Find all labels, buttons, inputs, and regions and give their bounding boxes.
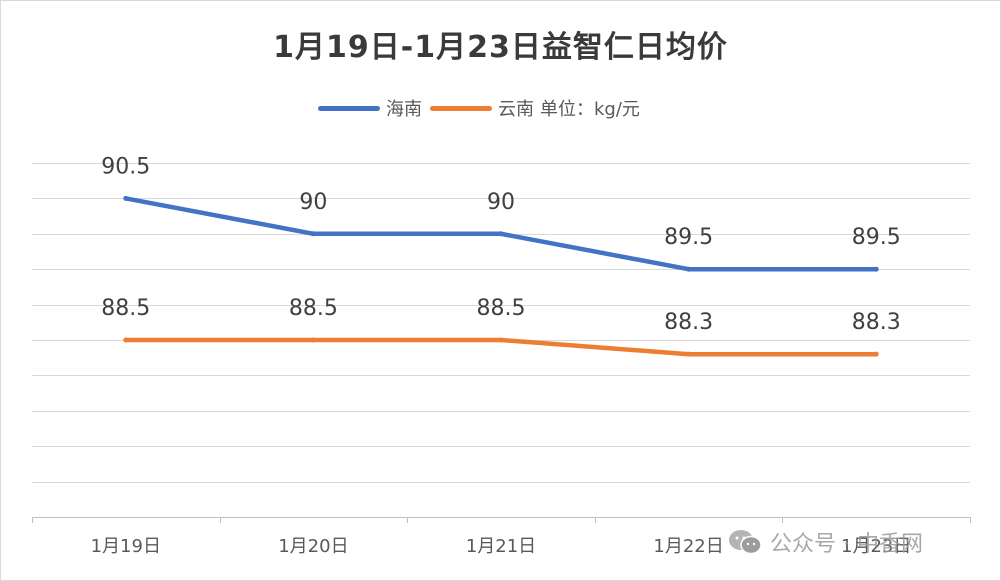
data-label: 88.3 xyxy=(852,310,901,335)
data-point xyxy=(123,337,129,343)
data-label: 88.5 xyxy=(477,296,526,321)
legend-label-yunnan: 云南 xyxy=(498,99,534,120)
legend-item-hainan: 海南 xyxy=(318,95,422,121)
data-label: 88.5 xyxy=(289,296,338,321)
x-tick-label: 1月19日 xyxy=(91,536,161,557)
data-label: 90.5 xyxy=(101,154,150,179)
legend-swatch-hainan xyxy=(318,105,380,111)
chart-title: 1月19日-1月23日益智仁日均价 xyxy=(273,30,728,65)
watermark: 公众号 · 中香网 xyxy=(728,526,923,558)
x-tick-label: 1月20日 xyxy=(278,536,348,557)
data-point xyxy=(686,266,692,272)
data-point xyxy=(873,266,879,272)
watermark-text: 公众号 · 中香网 xyxy=(770,532,923,557)
data-label: 89.5 xyxy=(852,225,901,250)
data-point xyxy=(686,351,692,357)
x-tick-label: 1月23日 xyxy=(841,536,911,557)
data-point xyxy=(123,195,129,201)
data-point xyxy=(310,337,316,343)
data-point xyxy=(310,231,316,237)
data-label: 89.5 xyxy=(664,225,713,250)
x-tick-label: 1月21日 xyxy=(466,536,536,557)
data-point xyxy=(498,231,504,237)
data-label: 88.5 xyxy=(101,296,150,321)
data-point xyxy=(498,337,504,343)
unit-note: 单位：kg/元 xyxy=(540,99,640,120)
data-label: 88.3 xyxy=(664,310,713,335)
legend-label-hainan: 海南 xyxy=(386,99,422,120)
legend-swatch-yunnan xyxy=(430,105,492,111)
legend-item-yunnan: 云南 单位：kg/元 xyxy=(430,95,640,121)
data-point xyxy=(873,351,879,357)
data-label: 90 xyxy=(487,190,515,215)
legend: 海南 云南 单位：kg/元 xyxy=(318,94,648,122)
wechat-icon xyxy=(729,530,762,555)
x-tick-label: 1月22日 xyxy=(653,536,723,557)
data-label: 90 xyxy=(299,190,327,215)
